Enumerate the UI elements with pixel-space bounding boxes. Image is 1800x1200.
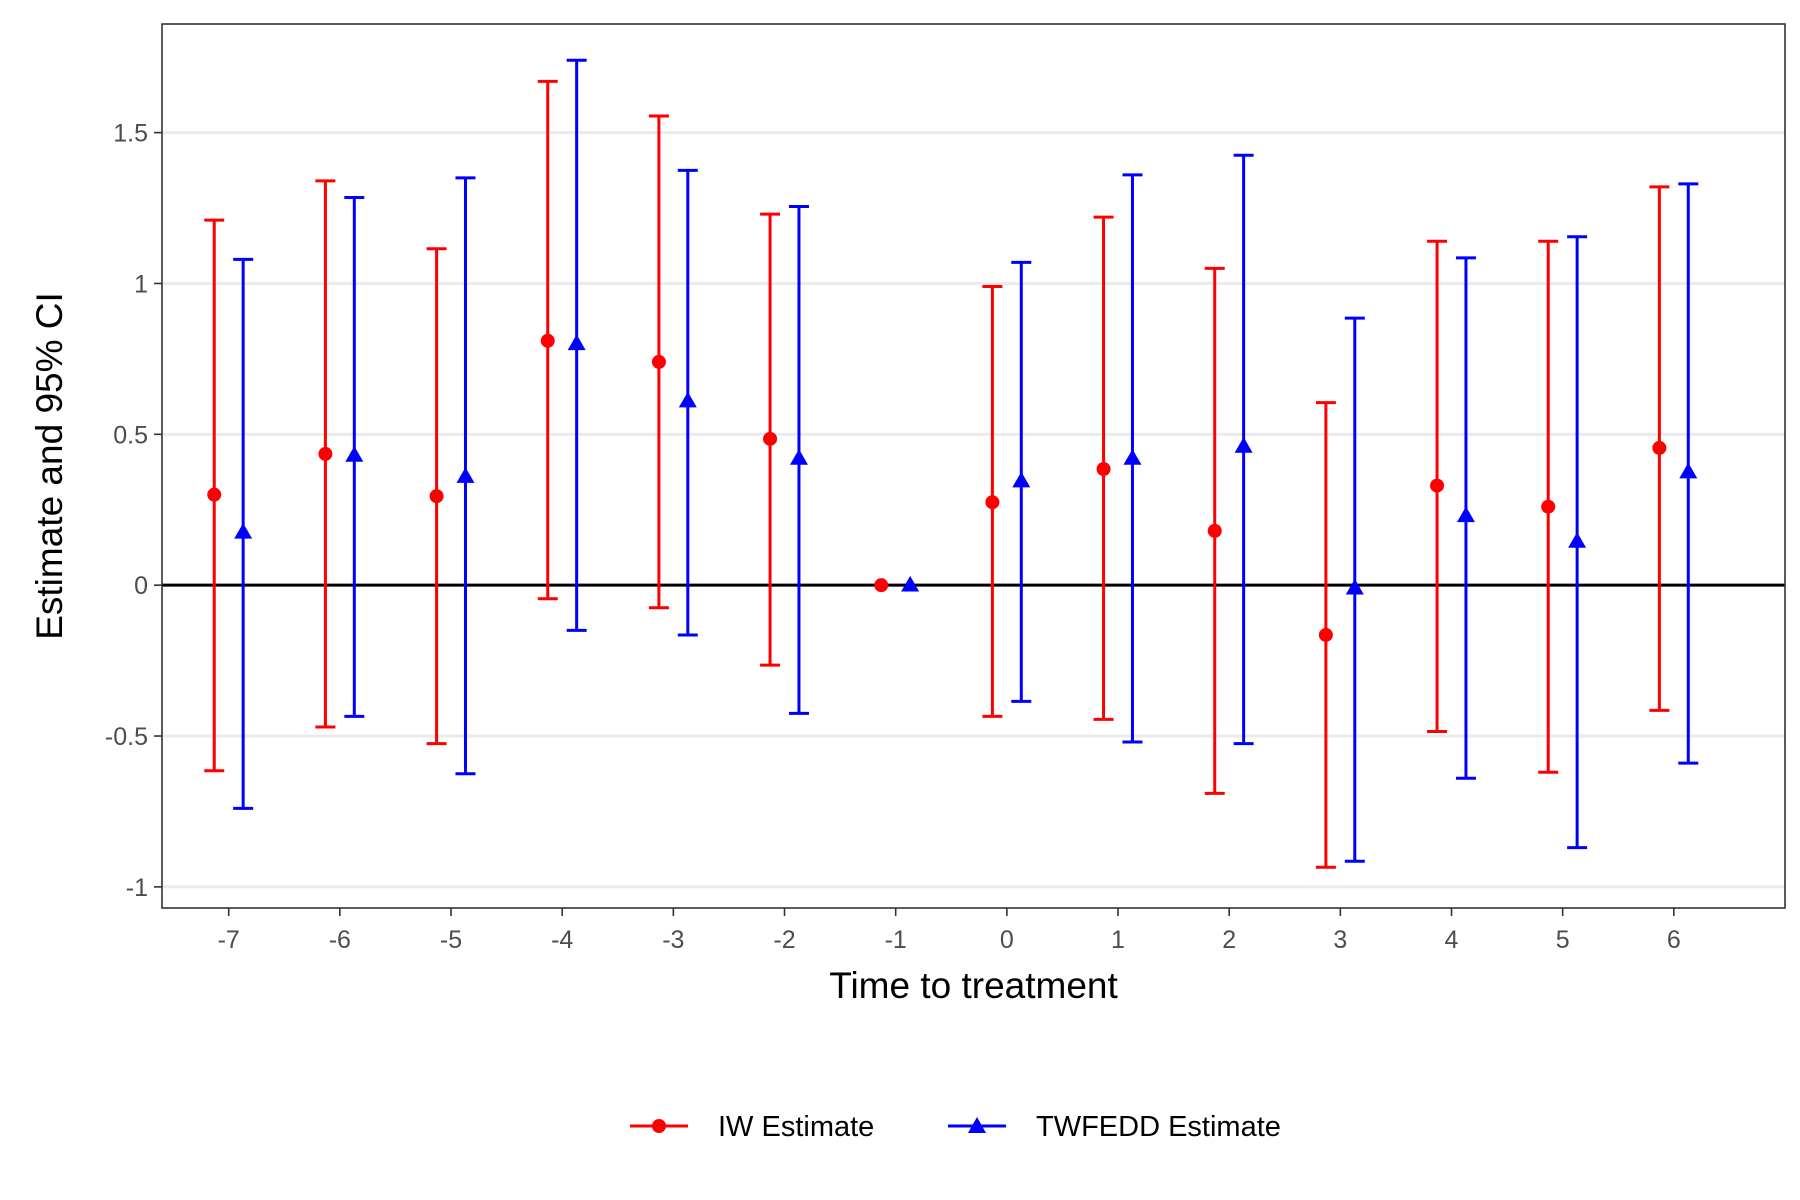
x-tick-label: -4 xyxy=(551,926,573,954)
x-axis-title: Time to treatment xyxy=(829,965,1118,1006)
panel-border xyxy=(161,23,1786,909)
estimate-point xyxy=(1012,471,1031,488)
series-twfedd-estimate xyxy=(233,58,1699,863)
estimate-point xyxy=(1541,499,1556,514)
x-tick-label: -2 xyxy=(773,926,795,954)
y-tick-label: -0.5 xyxy=(105,723,148,751)
estimate-point xyxy=(789,449,808,465)
x-tick-label: 2 xyxy=(1222,926,1236,954)
estimate-point xyxy=(763,431,778,446)
estimate-point xyxy=(1430,478,1445,493)
estimate-point xyxy=(1345,578,1364,595)
estimate-point xyxy=(985,495,1000,510)
estimate-point xyxy=(318,446,333,461)
y-tick-label: 0 xyxy=(134,572,148,600)
estimate-point xyxy=(1568,532,1587,548)
estimate-point xyxy=(1234,437,1253,453)
estimate-point xyxy=(1096,462,1111,477)
x-tick-label: 6 xyxy=(1667,926,1681,954)
legend-key-marker xyxy=(968,1117,986,1133)
legend-item: IW Estimate xyxy=(630,1111,874,1143)
legend-label: TWFEDD Estimate xyxy=(1036,1111,1281,1143)
legend-item: TWFEDD Estimate xyxy=(948,1111,1281,1143)
estimate-point xyxy=(651,354,666,369)
estimate-point xyxy=(874,578,889,593)
estimate-point xyxy=(1123,449,1142,465)
x-tick-label: 4 xyxy=(1445,926,1459,954)
x-tick-label: -7 xyxy=(218,926,240,954)
data-series xyxy=(204,58,1699,869)
x-tick-label: -3 xyxy=(662,926,684,954)
x-tick-label: 1 xyxy=(1111,926,1125,954)
x-tick-label: -1 xyxy=(885,926,907,954)
estimate-point xyxy=(207,487,222,502)
estimate-point xyxy=(901,575,920,592)
estimate-point xyxy=(1679,462,1698,479)
estimate-point xyxy=(429,489,444,504)
estimate-point xyxy=(1456,506,1475,523)
y-tick-label: 0.5 xyxy=(113,421,148,449)
x-tick-label: 3 xyxy=(1333,926,1347,954)
estimate-point xyxy=(567,334,586,351)
y-tick-label: 1 xyxy=(134,270,148,298)
estimate-point xyxy=(1652,440,1667,455)
estimate-point xyxy=(234,523,253,539)
y-tick-label: 1.5 xyxy=(113,120,148,148)
estimate-point xyxy=(345,446,364,462)
x-axis-ticks: -7 -6 -5 -4 -3 -2 -1 0 1 2 3 4 5 6 xyxy=(218,908,1681,954)
y-axis-title: Estimate and 95% CI xyxy=(29,292,70,640)
y-tick-label: -1 xyxy=(126,874,148,902)
series-iw-estimate xyxy=(204,79,1670,869)
estimate-point xyxy=(540,333,555,348)
legend: IW Estimate TWFEDD Estimate xyxy=(630,1111,1281,1143)
estimate-point xyxy=(1318,627,1333,642)
x-tick-label: 5 xyxy=(1556,926,1570,954)
x-tick-label: -6 xyxy=(329,926,351,954)
legend-label: IW Estimate xyxy=(718,1111,874,1143)
estimate-point xyxy=(456,467,475,483)
x-tick-label: -5 xyxy=(440,926,462,954)
legend-key-marker xyxy=(652,1119,666,1133)
x-tick-label: 0 xyxy=(1000,926,1014,954)
y-axis-ticks: -1 -0.5 0 0.5 1 1.5 xyxy=(105,120,162,902)
estimate-point xyxy=(1207,523,1222,538)
estimate-point xyxy=(678,391,697,408)
